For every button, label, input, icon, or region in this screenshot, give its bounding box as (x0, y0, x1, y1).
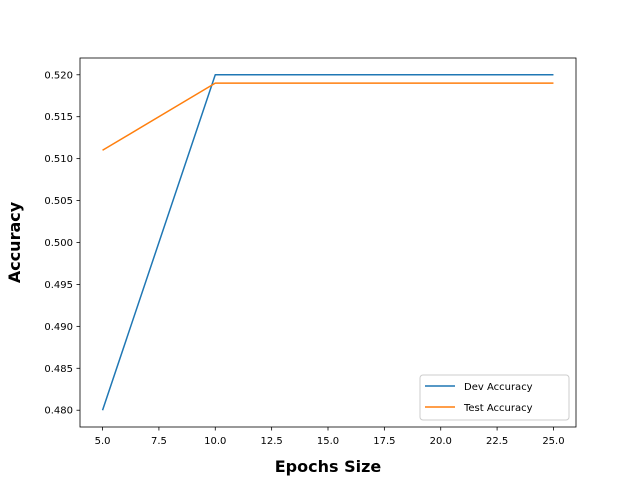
x-tick-label: 20.0 (430, 436, 452, 447)
y-tick-label: 0.480 (44, 406, 73, 417)
legend-label-0: Dev Accuracy (464, 382, 533, 393)
legend-label-1: Test Accuracy (463, 403, 533, 414)
series-line-1 (102, 82, 554, 151)
legend: Dev Accuracy Test Accuracy (419, 374, 570, 421)
x-tick-label: 5.0 (95, 436, 111, 447)
y-tick-label: 0.495 (44, 280, 73, 291)
x-tick-label: 22.5 (486, 436, 508, 447)
legend-box (419, 374, 570, 421)
series-line-0 (101, 74, 554, 411)
y-tick-label: 0.490 (44, 322, 73, 333)
y-tick-label: 0.515 (44, 112, 73, 123)
x-tick-label: 17.5 (373, 436, 395, 447)
y-tick-label: 0.500 (44, 238, 73, 249)
x-tick-label: 7.5 (151, 436, 167, 447)
x-tick-label: 25.0 (542, 436, 564, 447)
y-tick-label: 0.505 (44, 196, 73, 207)
x-axis-label: Epochs Size (275, 457, 382, 476)
x-tick-label: 12.5 (261, 436, 283, 447)
x-tick-label: 10.0 (204, 436, 226, 447)
y-axis-label: Accuracy (5, 201, 24, 283)
y-tick-label: 0.520 (44, 70, 73, 81)
y-tick-label: 0.510 (44, 154, 73, 165)
x-tick-label: 15.0 (317, 436, 339, 447)
y-tick-label: 0.485 (44, 364, 73, 375)
